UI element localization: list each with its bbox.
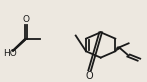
Text: O: O (85, 71, 93, 81)
Text: O: O (22, 15, 29, 24)
Text: HO: HO (3, 49, 16, 58)
Polygon shape (115, 47, 121, 51)
